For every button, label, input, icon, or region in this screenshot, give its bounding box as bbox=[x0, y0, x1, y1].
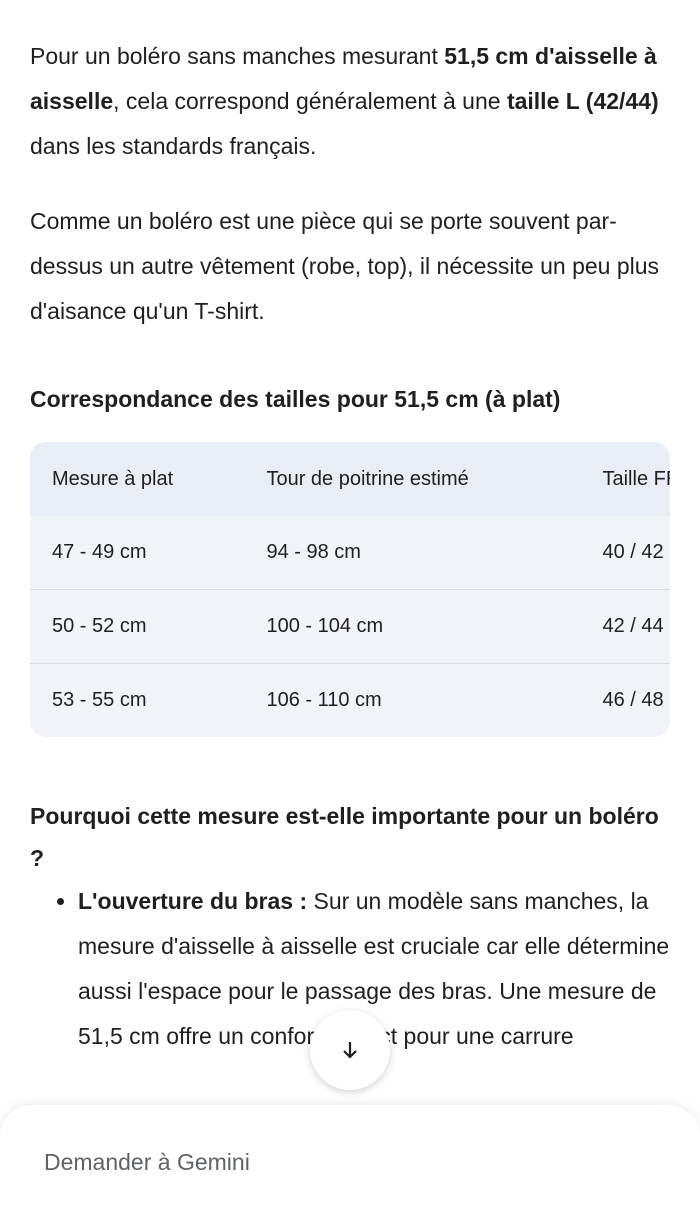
text: Pour un boléro sans manches mesurant bbox=[30, 43, 445, 69]
table-cell: 40 / 42 bbox=[602, 541, 664, 563]
table-header: Mesure à plat Tour de poitrine estimé Tail… bbox=[30, 442, 670, 516]
table-cell: 47 - 49 cm bbox=[52, 541, 147, 563]
section-heading: Pourquoi cette mesure est-elle important… bbox=[30, 803, 659, 871]
column-header: Mesure à plat bbox=[30, 442, 245, 516]
input-panel: Demander à Gemini bbox=[0, 1105, 700, 1225]
table-cell: 53 - 55 cm bbox=[30, 663, 245, 737]
table-cell: 50 - 52 cm bbox=[30, 589, 245, 664]
paragraph: Pour un boléro sans manches mesurant 51,… bbox=[30, 34, 670, 169]
table-body: 47 - 49 cm 94 - 98 cm 40 / 42 50 - 52 cm 100… bbox=[30, 516, 670, 737]
table-row: 50 - 52 cm 100 - 104 cm 42 / 44 bbox=[30, 589, 670, 664]
table-cell: 100 - 104 cm bbox=[244, 589, 581, 664]
text: , cela correspond généralement à une bbox=[113, 88, 507, 114]
table-row: 47 - 49 cm 94 - 98 cm 40 / 42 bbox=[30, 516, 670, 590]
size-table: Mesure à plat Tour de poitrine estimé Tail… bbox=[30, 442, 670, 737]
text: dans les standards français. bbox=[30, 133, 317, 159]
table-container: Mesure à plat Tour de poitrine estimé Tail… bbox=[30, 442, 670, 737]
table-row: 53 - 55 cm 106 - 110 cm 46 / 48 bbox=[30, 663, 670, 737]
bullet-item: L'ouverture du bras : Sur un modèle sans… bbox=[78, 879, 670, 1059]
section-heading: Correspondance des tailles pour 51,5 cm … bbox=[30, 386, 561, 412]
column-header: Taille FR bbox=[580, 442, 670, 516]
scroll-down-button[interactable] bbox=[310, 1010, 390, 1090]
table-cell: 46 / 48 bbox=[580, 663, 670, 737]
column-header: Tour de poitrine estimé bbox=[244, 442, 581, 516]
text: Comme un boléro est une pièce qui se por… bbox=[30, 208, 660, 324]
arrow-down-icon bbox=[343, 1042, 357, 1059]
paragraphs: Pour un boléro sans manches mesurant 51,… bbox=[30, 34, 670, 334]
text: Sur un modèle sans manches, la mesure d'… bbox=[78, 888, 670, 1049]
table-cell: 94 - 98 cm bbox=[266, 541, 361, 563]
bold-text: L'ouverture du bras : bbox=[78, 888, 308, 914]
prompt-input[interactable]: Demander à Gemini bbox=[44, 1149, 250, 1175]
paragraph: Comme un boléro est une pièce qui se por… bbox=[30, 199, 670, 334]
bold-text: taille L (42/44) bbox=[506, 88, 659, 114]
response: Pour un boléro sans manches mesurant 51,… bbox=[30, 34, 670, 1059]
table-cell: 106 - 110 cm bbox=[244, 663, 581, 737]
bullet-list: L'ouverture du bras : Sur un modèle sans… bbox=[30, 879, 670, 1059]
bold-text: 51,5 cm d'aisselle à aisselle bbox=[30, 43, 657, 114]
table-cell: 42 / 44 bbox=[580, 589, 670, 664]
